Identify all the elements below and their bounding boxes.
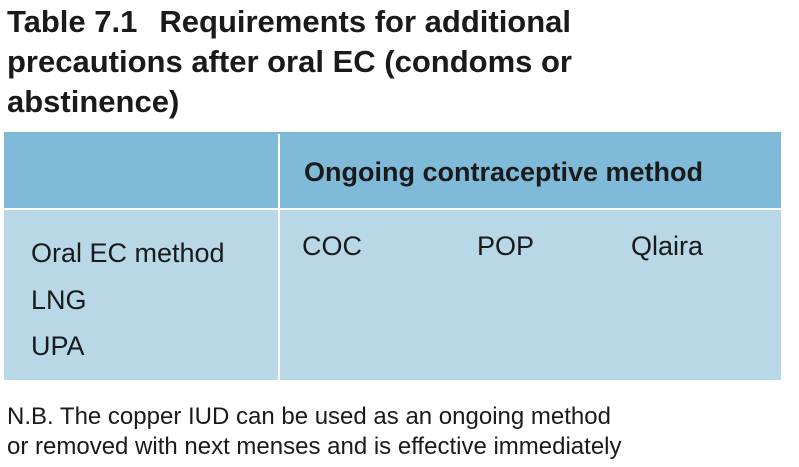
row-header-oral-ec: Oral EC method	[31, 238, 225, 268]
column-divider	[278, 134, 280, 382]
method-qlaira: Qlaira	[631, 231, 704, 261]
table-number: Table 7.1	[7, 4, 138, 39]
header-ongoing-method: Ongoing contraceptive method	[304, 157, 704, 187]
title-line-1: Requirements for additional	[159, 4, 572, 39]
footnote-line-1: N.B. The copper IUD can be used as an on…	[7, 403, 611, 430]
row-item-upa: UPA	[31, 331, 85, 361]
row-header-cell: Oral EC method LNG UPA	[31, 230, 225, 370]
table-header-row: Ongoing contraceptive method	[4, 134, 781, 210]
method-coc: COC	[302, 231, 362, 261]
row-item-lng: LNG	[31, 284, 87, 315]
title-line-3: abstinence)	[7, 84, 180, 119]
precautions-table: Ongoing contraceptive method Oral EC met…	[4, 132, 781, 382]
title-line-2: precautions after oral EC (condoms or	[7, 44, 572, 79]
footnote: N.B. The copper IUD can be used as an on…	[7, 402, 622, 462]
method-pop: POP	[477, 231, 535, 261]
footnote-line-2: or removed with next menses and is effec…	[7, 433, 622, 460]
table-title: Table 7.1 Requirements for additional pre…	[7, 2, 787, 122]
